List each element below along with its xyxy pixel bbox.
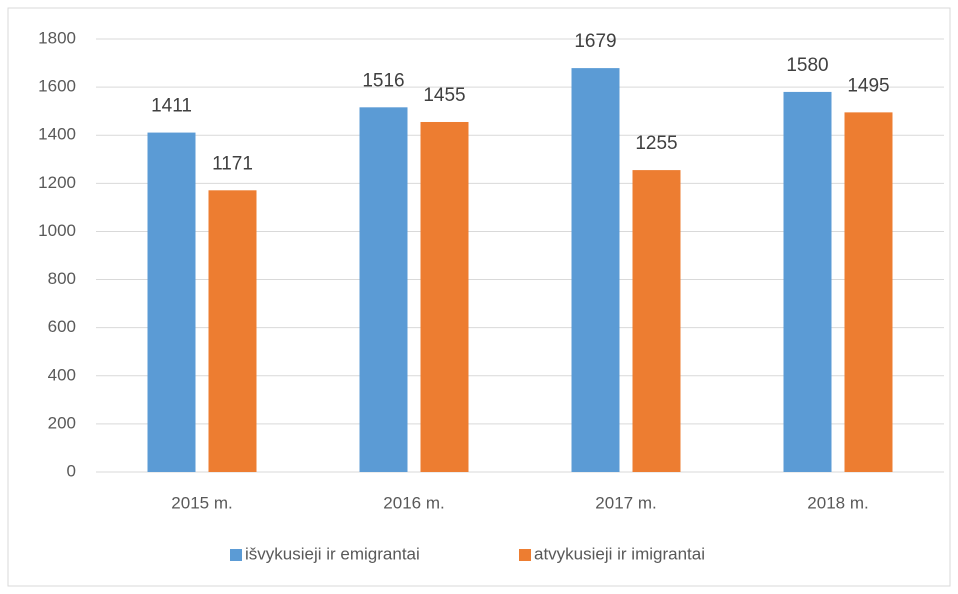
data-label: 1171 [212, 153, 253, 174]
x-tick-label: 2018 m. [807, 493, 868, 512]
y-tick-label: 1200 [38, 173, 76, 192]
bar [783, 91, 832, 472]
y-tick-label: 800 [48, 269, 76, 288]
bar [844, 112, 893, 472]
data-label: 1411 [151, 96, 192, 117]
bar [420, 121, 469, 472]
y-tick-label: 1000 [38, 221, 76, 240]
data-label: 1495 [847, 75, 889, 96]
legend-swatch [519, 549, 531, 561]
x-tick-label: 2017 m. [595, 493, 656, 512]
y-tick-label: 1600 [38, 77, 76, 96]
bar [208, 190, 257, 472]
bar [571, 68, 620, 472]
y-tick-label: 400 [48, 365, 76, 384]
y-tick-label: 0 [67, 461, 76, 480]
y-tick-label: 1400 [38, 125, 76, 144]
legend-label: atvykusieji ir imigrantai [534, 544, 705, 563]
bar [147, 132, 196, 472]
x-tick-label: 2016 m. [383, 493, 444, 512]
legend-swatch [230, 549, 242, 561]
data-label: 1516 [362, 70, 404, 91]
data-label: 1679 [574, 31, 616, 52]
data-label: 1580 [786, 55, 828, 76]
y-tick-label: 200 [48, 413, 76, 432]
data-label: 1255 [635, 133, 677, 154]
legend-label: išvykusieji ir emigrantai [245, 544, 420, 563]
y-tick-label: 600 [48, 317, 76, 336]
data-label: 1455 [423, 85, 465, 106]
y-tick-label: 1800 [38, 28, 76, 47]
x-tick-label: 2015 m. [171, 493, 232, 512]
bar [359, 107, 408, 472]
bar [632, 170, 681, 472]
